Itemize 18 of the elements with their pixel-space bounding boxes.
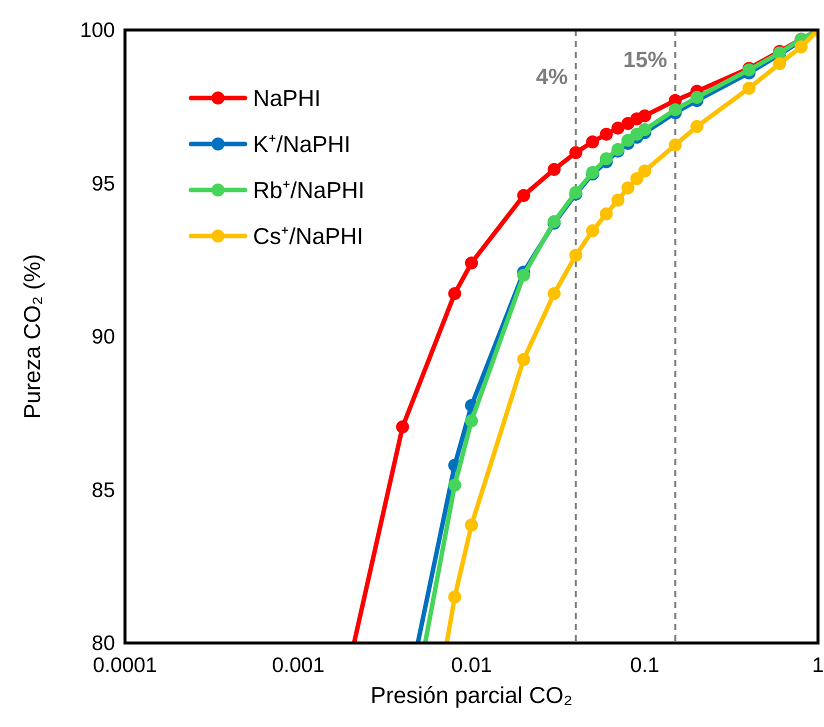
legend-label: K⁺/NaPHI — [253, 131, 350, 157]
legend-label: NaPHI — [253, 85, 321, 111]
legend-label: Rb⁺/NaPHI — [253, 177, 365, 203]
y-axis-title: Pureza CO₂ (%) — [19, 254, 45, 419]
y-tick-label: 95 — [92, 172, 115, 196]
legend-label: Cs⁺/NaPHI — [253, 223, 364, 249]
ref-line-label: 15% — [623, 47, 668, 72]
x-tick-label: 0.0001 — [92, 654, 158, 677]
y-tick-label: 100 — [80, 19, 115, 42]
y-tick-label: 90 — [92, 326, 115, 348]
x-axis-title: Presión parcial CO₂ — [370, 682, 572, 708]
x-tick-label: 0.001 — [272, 654, 325, 677]
x-tick-label: 0.01 — [451, 654, 492, 677]
y-tick-label: 85 — [92, 478, 115, 502]
y-tick-label: 80 — [92, 632, 115, 655]
ref-line-label: 4% — [536, 64, 568, 89]
x-tick-label: 1 — [812, 654, 824, 677]
x-tick-label: 0.1 — [630, 654, 660, 677]
